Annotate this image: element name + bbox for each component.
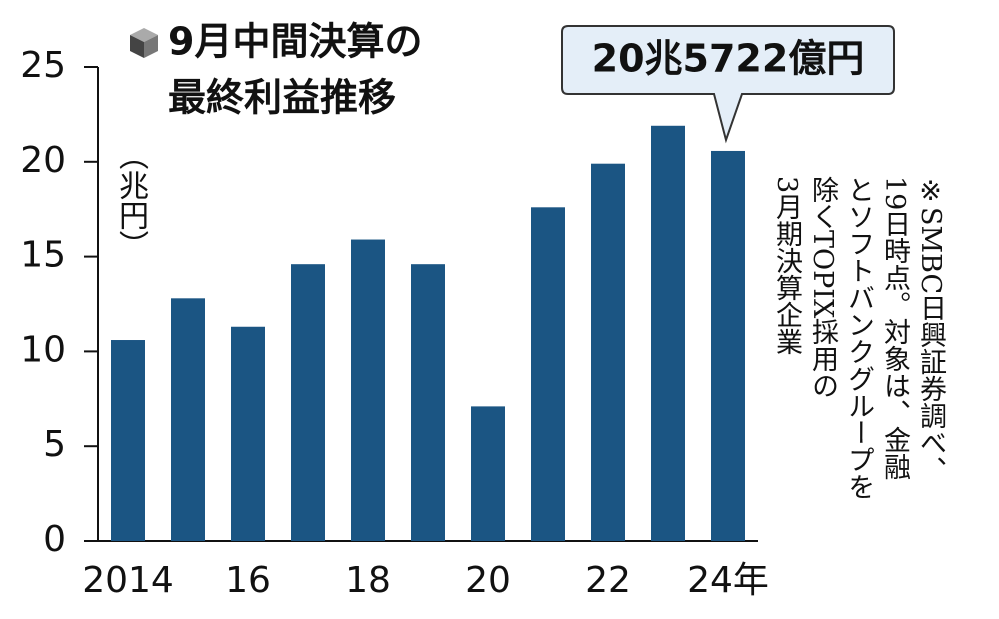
- note: ※SMBC日興証券調べ、 19日時点。対象は、金融 とソフトバンクグループを 除くTO…: [768, 176, 948, 596]
- note-line: 19日時点。対象は、金融: [879, 176, 910, 481]
- bar: [711, 150, 745, 541]
- y-tick-label: 10: [20, 329, 66, 370]
- bar: [531, 207, 565, 541]
- x-tick-label: 16: [225, 560, 271, 601]
- cube-icon: [130, 28, 158, 58]
- bar: [651, 125, 685, 541]
- note-line: 除くTOPIX採用の: [807, 176, 838, 400]
- chart-title: 最終利益推移: [168, 76, 396, 120]
- bar: [111, 340, 145, 541]
- bar: [471, 406, 505, 541]
- bar: [231, 326, 265, 541]
- x-tick-label: 20: [465, 560, 511, 601]
- bar: [351, 239, 385, 541]
- x-tick-label: 24年: [687, 560, 769, 601]
- bar: [591, 163, 625, 542]
- chart-title: 9月中間決算の: [168, 20, 422, 64]
- x-tick-label: 22: [585, 560, 631, 601]
- annotation: 20兆5722億円: [592, 37, 865, 81]
- note-line: ※SMBC日興証券調べ、: [915, 176, 946, 484]
- y-tick-label: 15: [20, 235, 66, 276]
- y-tick-label: 20: [20, 140, 66, 181]
- y-tick-label: 0: [43, 519, 66, 560]
- note-line: とソフトバンクグループを: [843, 176, 874, 500]
- y-tick-label: 25: [20, 45, 66, 86]
- bar: [171, 298, 205, 541]
- callout: 20兆5722億円: [561, 25, 895, 144]
- y-axis-label: （兆円）: [113, 140, 148, 260]
- y-tick-label: 5: [43, 424, 66, 465]
- x-tick-label: 2014: [82, 560, 174, 601]
- note-line: 3月期決算企業: [771, 176, 802, 356]
- bar: [291, 264, 325, 541]
- bar: [411, 264, 445, 541]
- x-tick-label: 18: [345, 560, 391, 601]
